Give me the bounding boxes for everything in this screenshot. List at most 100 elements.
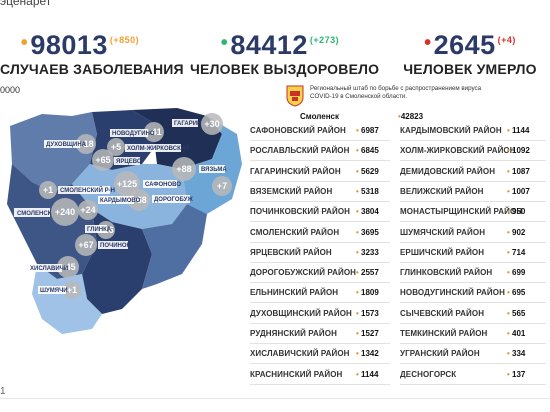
- case-bubble: +18: [76, 134, 96, 154]
- smolensk-coat-of-arms-icon: [286, 85, 304, 107]
- district-name: РУДНЯНСКИЙ РАЙОН: [250, 329, 337, 338]
- row-divider: [250, 180, 390, 182]
- map-region-far-south: [32, 264, 102, 334]
- map-label-kholm-zhirkovsky: ХОЛМ-ЖИРКОВСКИЙ: [125, 144, 189, 152]
- row-divider: [400, 200, 546, 202]
- district-name: НОВОДУГИНСКИЙ РАЙОН: [400, 288, 505, 298]
- district-name: РОСЛАВЛЬСКИЙ РАЙОН: [250, 146, 350, 156]
- map-label-glinka: ГЛИНКА: [85, 225, 112, 233]
- svg-text:+1: +1: [43, 185, 53, 195]
- row-divider: [250, 200, 390, 202]
- row-divider: [400, 383, 546, 385]
- svg-text:+5: +5: [111, 142, 121, 152]
- row-divider: [400, 180, 546, 182]
- divider: [0, 398, 550, 399]
- svg-text:ДОРОГОБУЖ: ДОРОГОБУЖ: [154, 197, 193, 203]
- smolensk-label: Смоленск: [300, 112, 339, 121]
- district-name: ГАГАРИНСКИЙ РАЙОН: [250, 166, 341, 176]
- dot-icon: •: [507, 288, 513, 298]
- row-divider: [250, 383, 390, 385]
- district-name: ХОЛМ-ЖИРКОВСКИЙ РАЙОН: [400, 146, 516, 156]
- row-divider: [400, 322, 546, 324]
- smolensk-value: •42823: [398, 112, 424, 121]
- district-value: • 1809: [356, 288, 379, 298]
- district-value: • 5318: [356, 186, 379, 196]
- row-divider: [250, 160, 390, 162]
- district-name: ДЕМИДОВСКИЙ РАЙОН: [400, 166, 496, 176]
- map-label-kardymovo: КАРДЫМОВО: [98, 196, 141, 204]
- district-value: • 695: [507, 288, 526, 298]
- district-name: ЯРЦЕВСКИЙ РАЙОН: [250, 247, 332, 257]
- svg-text:+67: +67: [78, 240, 93, 250]
- district-value: • 6845: [356, 146, 379, 156]
- stat-recovered-label: ЧЕЛОВЕК ВЫЗДОРОВЕЛО: [190, 61, 380, 77]
- case-bubble: +5: [107, 138, 125, 156]
- svg-text:НОВОДУГИНО: НОВОДУГИНО: [112, 131, 155, 137]
- district-name: ПОЧИНКОВСКИЙ РАЙОН: [250, 207, 351, 217]
- district-name: ДОРОГОБУЖСКИЙ РАЙОН: [250, 268, 357, 278]
- dot-icon: •: [356, 268, 362, 278]
- svg-text:СМОЛЕНСК: СМОЛЕНСК: [17, 211, 52, 217]
- svg-text:ХОЛМ-ЖИРКОВСКИЙ: ХОЛМ-ЖИРКОВСКИЙ: [127, 144, 189, 152]
- district-value: • 1527: [356, 329, 379, 338]
- svg-text:ГАГАРИН: ГАГАРИН: [174, 121, 201, 127]
- map-label-shumyachi: ШУМЯЧИ: [38, 286, 68, 294]
- stat-cases-delta: (+850): [109, 35, 140, 45]
- svg-text:КАРДЫМОВО: КАРДЫМОВО: [100, 198, 141, 204]
- dot-icon: •: [507, 146, 513, 156]
- stat-cases-number: •98013 (+850): [20, 30, 140, 60]
- district-value: • 902: [507, 227, 526, 237]
- case-bubble: +7: [212, 176, 232, 196]
- dot-icon: •: [356, 369, 362, 379]
- dot-icon: •: [507, 349, 513, 359]
- case-bubble: +41: [144, 122, 164, 142]
- case-bubble: +67: [75, 234, 97, 256]
- district-value: • 334: [507, 349, 526, 359]
- district-name: ХИСЛАВИЧСКИЙ РАЙОН: [250, 349, 350, 359]
- map-region-west: [10, 112, 97, 192]
- district-value: • 401: [507, 329, 526, 338]
- district-value: • 714: [507, 247, 526, 257]
- row-divider: [250, 241, 390, 243]
- stat-deaths-number: •2645 (+4): [424, 30, 516, 60]
- district-name: КРАСНИНСКИЙ РАЙОН: [250, 369, 343, 379]
- district-value: • 3804: [356, 207, 379, 217]
- map-label-smolensk: СМОЛЕНСК: [14, 208, 52, 217]
- case-bubble: +30: [201, 113, 223, 135]
- case-bubble: +1: [63, 281, 81, 299]
- district-value: • 1573: [356, 308, 379, 318]
- district-name: ТЕМКИНСКИЙ РАЙОН: [400, 329, 488, 338]
- header-text: Региональный штаб по борьбе с распростра…: [310, 85, 482, 100]
- stat-cases: •98013 (+850) СЛУЧАЕВ ЗАБОЛЕВАНИЯ: [0, 30, 184, 77]
- district-value: • 565: [507, 308, 526, 318]
- svg-text:+240: +240: [55, 207, 75, 217]
- case-bubble: +68: [128, 189, 150, 211]
- district-name: ВЕЛИЖСКИЙ РАЙОН: [400, 186, 484, 196]
- row-divider: [250, 140, 390, 141]
- stat-deaths: •2645 (+4) ЧЕЛОВЕК УМЕРЛО: [390, 30, 550, 77]
- district-value: • 950: [507, 207, 526, 217]
- district-value: • 137: [507, 369, 526, 379]
- row-divider: [400, 160, 546, 162]
- region-map: +30 +41 +18 +5 +65 +88 +125 +7 +1 +68 +2…: [7, 108, 242, 334]
- map-label-pochinok: ПОЧИНОК: [98, 241, 131, 249]
- district-name: ДУХОВЩИНСКИЙ РАЙОН: [250, 308, 352, 318]
- district-value: • 1144: [356, 369, 379, 379]
- dot-icon: •: [356, 146, 362, 156]
- dot-icon: •: [356, 207, 362, 217]
- map-label-novodugino: НОВОДУГИНО: [110, 129, 155, 137]
- svg-text:+24: +24: [80, 205, 95, 215]
- text-fragment: 0000: [0, 85, 21, 95]
- district-value: • 5629: [356, 166, 379, 176]
- dot-icon: •: [20, 32, 29, 54]
- dot-icon: •: [356, 186, 362, 196]
- map-label-dukhovshchina: ДУХОВЩИНА: [44, 140, 87, 148]
- district-name: САФОНОВСКИЙ РАЙОН: [250, 126, 346, 135]
- svg-text:+68: +68: [131, 195, 146, 205]
- dot-icon: •: [356, 166, 362, 176]
- row-divider: [250, 261, 390, 263]
- svg-text:ГЛИНКА: ГЛИНКА: [87, 227, 112, 233]
- district-name: СМОЛЕНСКИЙ РАЙОН: [250, 227, 340, 237]
- map-label-yartsevo: ЯРЦЕВО: [114, 157, 142, 165]
- dot-icon: •: [356, 329, 362, 338]
